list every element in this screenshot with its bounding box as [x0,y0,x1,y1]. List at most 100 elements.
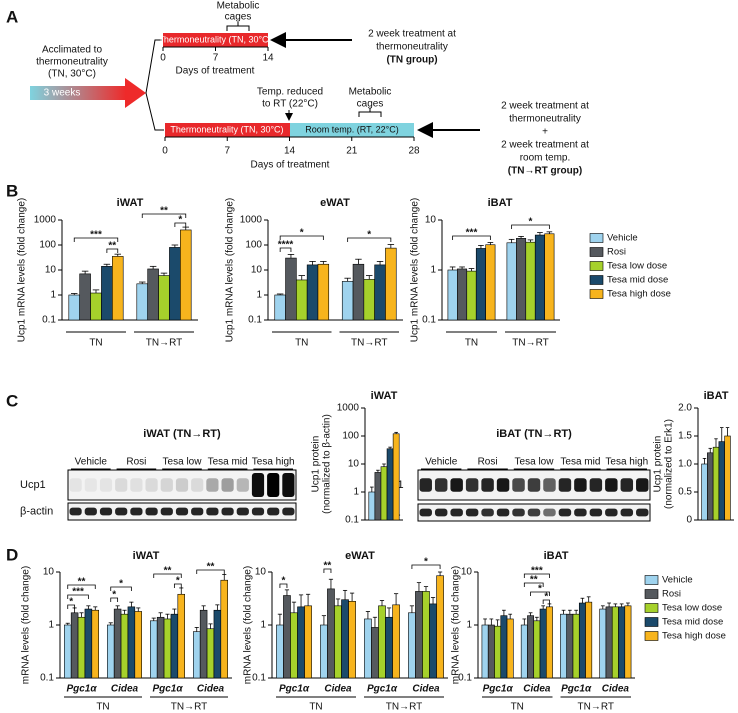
y-tick-label: 1 [48,620,54,631]
y-axis-label: mRNA levels (fold change) [451,566,462,684]
y-tick-label: 0.1 [252,673,266,684]
blot-band [636,478,649,492]
category-label: Cidea [602,684,630,695]
significance-bracket [452,235,491,240]
legend-swatch [644,617,659,627]
bar [520,624,528,679]
y-tick-label: 0.1 [458,673,472,684]
blot-band [251,473,265,497]
significance-label: * [69,597,73,608]
bar [180,229,192,321]
y-tick-label: 1000 [337,403,360,414]
bar [422,591,430,679]
blot-row-label: β-actin [20,505,53,517]
bar [481,624,489,679]
branch-line [145,92,164,131]
y-tick-label: 10 [45,265,57,276]
blot-band [450,508,463,517]
category-label: TN [295,338,308,349]
significance-bracket [279,247,292,252]
y-tick-label: 1 [256,290,262,301]
blot-band [527,508,541,517]
bar [158,275,170,321]
blot-band [481,508,494,517]
y-tick-label: 10 [348,459,360,470]
significance-label: * [538,584,542,595]
bar [466,270,477,321]
timeline-tick-label: 0 [162,146,168,157]
y-tick-label: 10 [43,567,55,578]
significance-label: ** [530,575,538,586]
category-label: TN [465,338,478,349]
blot-band [558,478,572,492]
y-tick-label: 0.1 [42,315,56,326]
group-description: thermoneutrality [376,42,448,53]
bar [348,601,356,679]
blot-band [206,478,219,492]
blot-band [69,478,82,492]
bar [136,283,148,321]
significance-label: * [119,579,123,590]
bar [364,618,372,679]
legend-swatch [644,631,659,641]
legend-label: Tesa low dose [607,261,667,272]
group-description: + [542,127,548,138]
legend-swatch [589,289,604,299]
y-tick-label: 100 [342,431,359,442]
bar [327,588,335,679]
blot-band [191,507,204,516]
y-tick-label: 0.1 [40,673,54,684]
cages-label: cages [225,12,252,23]
legend-label: Rosi [662,589,681,600]
legend-swatch [644,589,659,599]
blot-band [130,507,143,516]
blot-band [84,478,97,492]
bar [84,608,93,679]
significance-bracket [523,573,550,578]
group-description: 2 week treatment at [501,140,589,151]
bar [147,268,159,321]
bar [91,609,99,679]
y-tick-label: 0.1 [422,315,436,326]
blot-band [282,473,295,497]
significance-bracket [196,569,225,574]
legend-label: Tesa low dose [662,603,722,614]
blot-band [206,507,219,516]
category-label: Pgc1α [561,684,592,695]
timeline-tick-label: 21 [346,146,358,157]
y-tick-label: 100 [245,240,262,251]
bar [385,247,397,321]
significance-label: * [281,576,285,587]
y-axis-label: (normalized to β-actin) [322,414,333,514]
blot-band [115,478,128,492]
blot-band [434,508,448,517]
blot-band [191,478,204,492]
category-label: TN→RT [512,338,548,349]
y-tick-label: 1 [260,620,266,631]
y-axis-label: Ucp1 mRNA levels (fold change) [410,198,421,343]
bar [341,281,354,321]
category-label: Pgc1α [66,684,97,695]
significance-label: ** [160,206,168,217]
bar [363,279,375,321]
phase-label: Room temp. (RT, 22°C) [305,124,398,134]
significance-label: ** [207,562,215,573]
significance-bracket [67,604,76,609]
blot-band [282,507,295,516]
blot-band [419,508,432,517]
blot-band [236,507,249,516]
temp-change-label: to RT (22°C) [262,99,318,110]
significance-bracket [279,235,324,240]
bar [392,433,400,521]
bar [77,616,86,679]
significance-label: ** [324,561,332,572]
bar [304,605,312,679]
bar [506,242,517,321]
bar [274,294,286,321]
blot-band [558,508,572,517]
lane-label: Rosi [478,457,498,468]
legend-label: Tesa mid dose [607,275,668,286]
bar [163,618,172,679]
bar [500,615,508,679]
